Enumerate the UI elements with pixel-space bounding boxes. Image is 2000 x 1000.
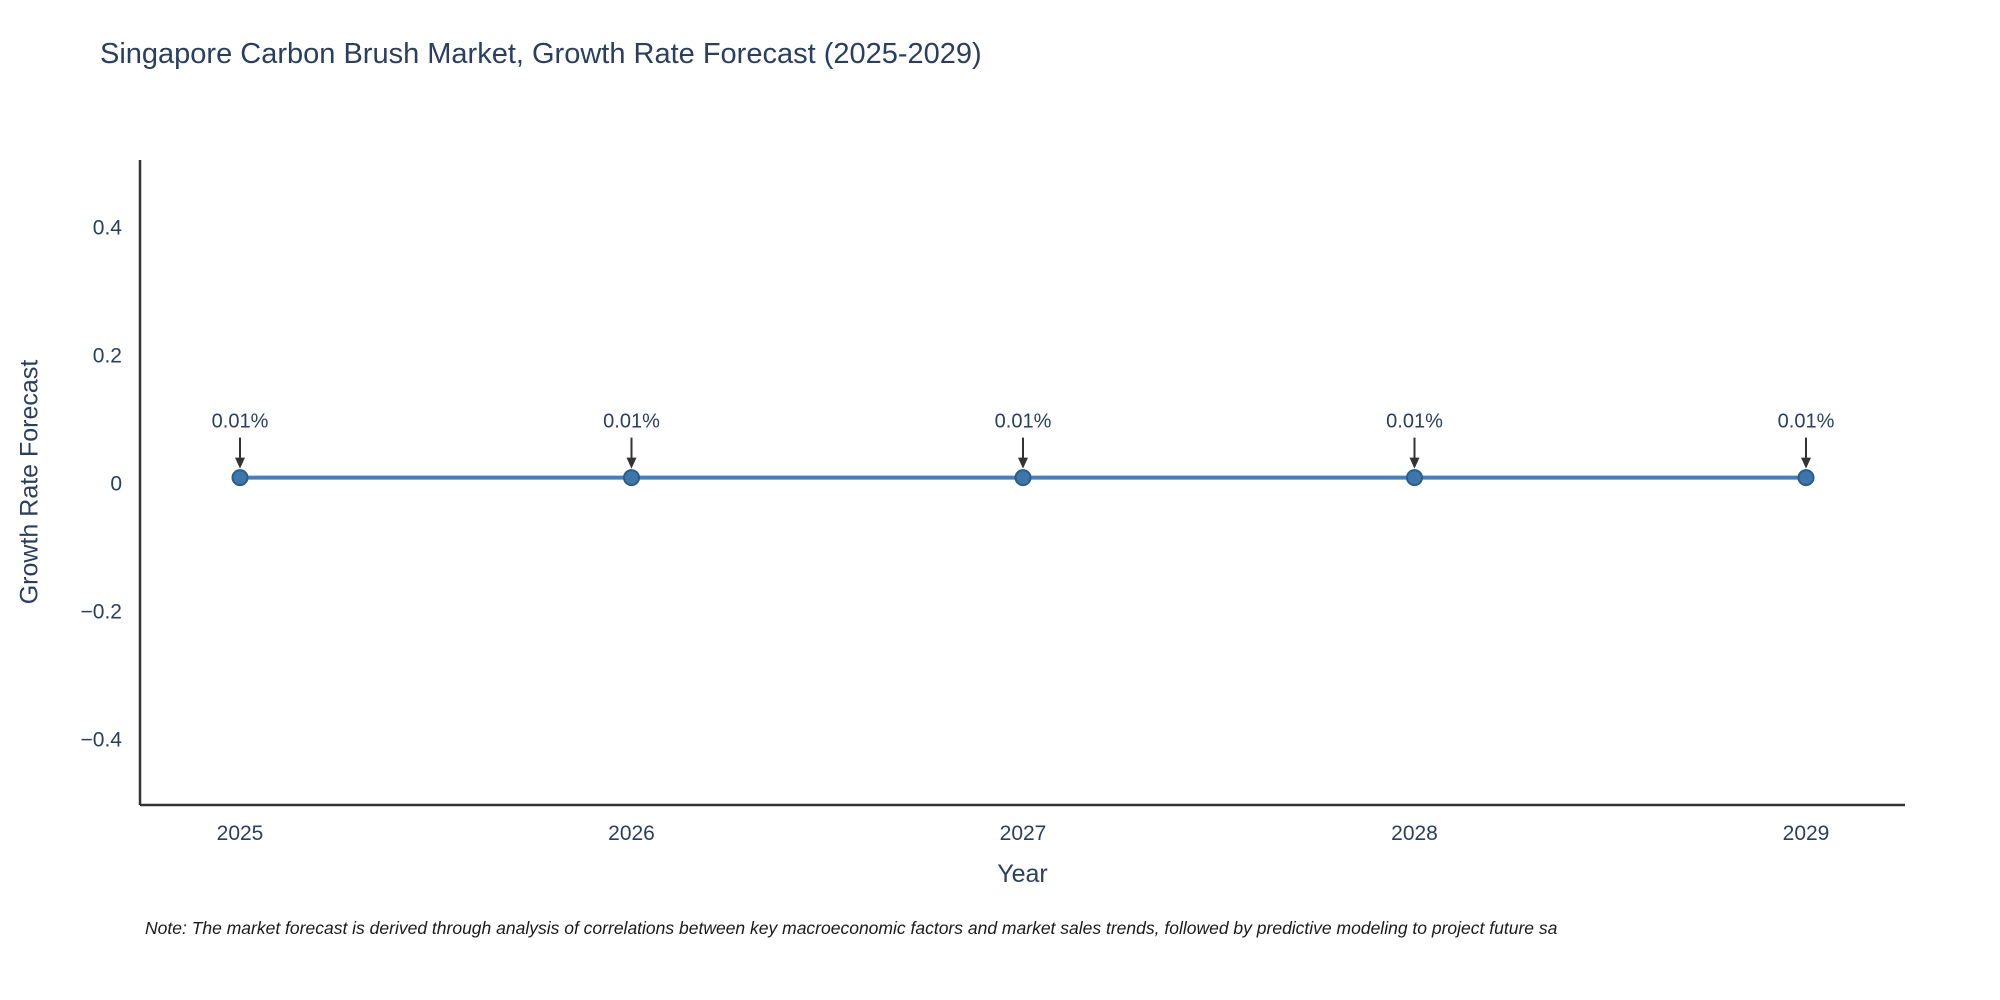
x-axis-title: Year <box>997 860 1048 888</box>
y-tick-label: 0.4 <box>93 217 123 240</box>
x-tick-label: 2028 <box>1391 822 1438 845</box>
x-tick-label: 2029 <box>1783 822 1830 845</box>
y-tick-label: −0.4 <box>81 729 123 752</box>
annotation-label: 0.01% <box>1778 411 1835 433</box>
x-tick-label: 2025 <box>217 822 264 845</box>
annotation-arrowhead <box>235 457 245 469</box>
footnote: Note: The market forecast is derived thr… <box>145 918 1558 938</box>
data-point-marker <box>1406 469 1423 487</box>
annotation-label: 0.01% <box>995 411 1052 433</box>
annotation-arrowhead <box>1801 457 1811 469</box>
data-point-marker <box>231 469 249 487</box>
annotation-label: 0.01% <box>603 411 660 433</box>
x-tick-label: 2027 <box>1000 822 1047 845</box>
y-tick-label: −0.2 <box>81 601 122 624</box>
annotation-arrowhead <box>1018 457 1028 469</box>
annotation-label: 0.01% <box>212 411 269 433</box>
x-tick-label: 2026 <box>608 822 655 845</box>
data-point-marker <box>1797 469 1815 487</box>
y-tick-label: 0.2 <box>93 345 122 368</box>
annotation-arrowhead <box>626 457 637 469</box>
annotation-arrowhead <box>1409 457 1420 469</box>
annotation-label: 0.01% <box>1386 411 1443 433</box>
y-tick-label: 0 <box>110 473 122 496</box>
data-point-marker <box>1014 469 1032 487</box>
chart-title: Singapore Carbon Brush Market, Growth Ra… <box>100 38 982 70</box>
data-point-marker <box>623 469 640 487</box>
